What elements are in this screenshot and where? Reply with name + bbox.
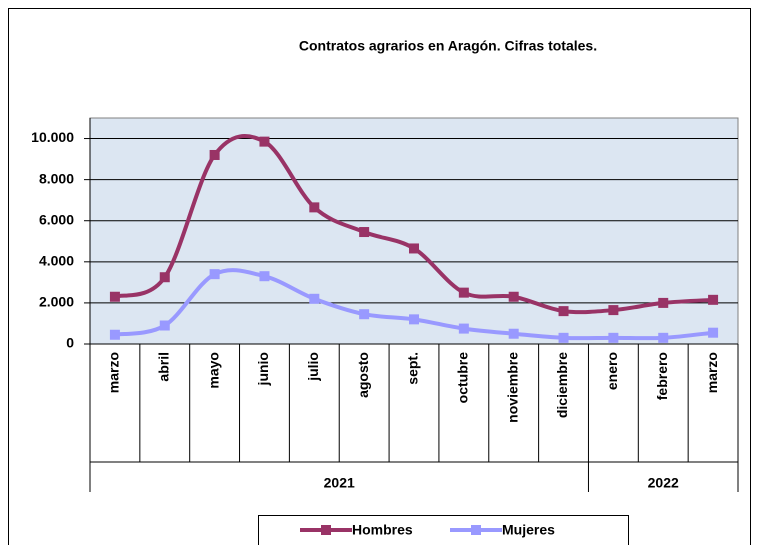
- legend-marker: [471, 525, 481, 535]
- series-marker: [508, 291, 519, 302]
- y-tick-label: 0: [66, 335, 74, 351]
- legend-label: Hombres: [352, 522, 413, 538]
- chart-title: Contratos agrarios en Aragón. Cifras tot…: [299, 38, 597, 54]
- x-tick-label: diciembre: [554, 352, 570, 418]
- x-tick-label: julio: [305, 352, 321, 382]
- series-marker: [259, 271, 270, 282]
- series-marker: [708, 327, 719, 338]
- x-tick-label: noviembre: [504, 352, 520, 423]
- x-tick-label: octubre: [455, 352, 471, 404]
- x-tick-label: enero: [604, 352, 620, 390]
- series-marker: [259, 136, 270, 147]
- series-marker: [359, 309, 370, 320]
- x-tick-label: mayo: [205, 352, 221, 389]
- y-tick-label: 10.000: [31, 129, 74, 145]
- series-marker: [309, 293, 320, 304]
- group-label: 2021: [324, 475, 355, 491]
- y-tick-label: 6.000: [39, 211, 74, 227]
- series-marker: [159, 320, 170, 331]
- series-marker: [558, 332, 569, 343]
- series-marker: [458, 323, 469, 334]
- series-marker: [109, 291, 120, 302]
- series-marker: [309, 202, 320, 213]
- series-marker: [209, 149, 220, 160]
- series-marker: [608, 305, 619, 316]
- series-marker: [359, 227, 370, 238]
- group-label: 2022: [648, 475, 679, 491]
- series-marker: [558, 306, 569, 317]
- x-tick-label: marzo: [704, 352, 720, 393]
- series-marker: [608, 332, 619, 343]
- series-marker: [209, 269, 220, 280]
- y-tick-label: 4.000: [39, 253, 74, 269]
- series-marker: [658, 297, 669, 308]
- series-marker: [109, 329, 120, 340]
- x-tick-label: febrero: [654, 352, 670, 400]
- y-tick-label: 2.000: [39, 294, 74, 310]
- x-tick-label: sept.: [405, 352, 421, 385]
- y-tick-label: 8.000: [39, 170, 74, 186]
- x-tick-label: agosto: [355, 352, 371, 398]
- series-marker: [409, 243, 419, 254]
- series-marker: [458, 287, 469, 298]
- series-marker: [409, 314, 419, 325]
- x-tick-label: junio: [255, 352, 271, 386]
- legend-marker: [321, 525, 331, 535]
- series-marker: [508, 328, 519, 339]
- series-marker: [159, 272, 170, 283]
- x-tick-label: abril: [155, 352, 171, 382]
- series-marker: [658, 332, 669, 343]
- x-tick-label: marzo: [106, 352, 122, 393]
- plot-area: [89, 117, 739, 345]
- series-marker: [708, 294, 719, 305]
- legend-label: Mujeres: [502, 522, 555, 538]
